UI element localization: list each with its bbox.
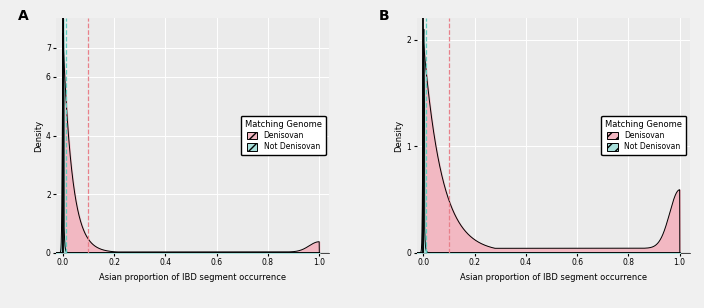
X-axis label: Asian proportion of IBD segment occurrence: Asian proportion of IBD segment occurren…	[460, 273, 647, 282]
Legend: Denisovan, Not Denisovan: Denisovan, Not Denisovan	[241, 116, 326, 155]
Y-axis label: Density: Density	[34, 120, 43, 152]
Text: B: B	[379, 9, 389, 23]
X-axis label: Asian proportion of IBD segment occurrence: Asian proportion of IBD segment occurren…	[99, 273, 287, 282]
Text: A: A	[18, 9, 29, 23]
Y-axis label: Density: Density	[395, 120, 403, 152]
Legend: Denisovan, Not Denisovan: Denisovan, Not Denisovan	[601, 116, 686, 155]
